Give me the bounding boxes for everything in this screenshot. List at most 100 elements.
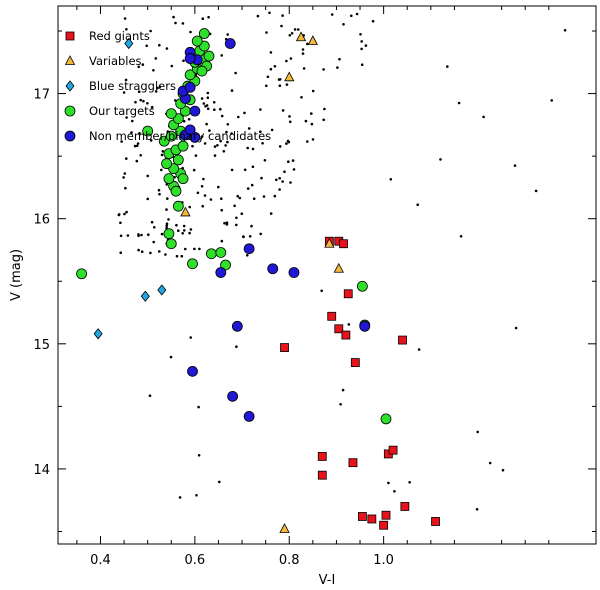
red-giants-point: [379, 520, 389, 530]
field-star: [165, 224, 168, 227]
field-star: [182, 224, 186, 228]
field-star: [322, 118, 326, 122]
field-star: [122, 176, 125, 179]
field-star: [322, 68, 325, 71]
field-star: [243, 168, 247, 172]
field-star: [350, 14, 353, 18]
field-star: [172, 15, 175, 19]
field-star: [148, 394, 152, 398]
field-star: [165, 47, 169, 50]
field-star: [161, 150, 165, 153]
field-star: [251, 165, 255, 169]
legend-label: Our targets: [89, 104, 155, 118]
field-star: [482, 115, 485, 119]
field-star: [187, 118, 191, 121]
field-star: [137, 234, 140, 238]
field-star: [226, 140, 229, 144]
field-star: [165, 222, 169, 225]
field-star: [408, 481, 411, 484]
x-tick-label: 0.4: [90, 553, 111, 568]
field-star: [259, 232, 263, 236]
field-star: [181, 232, 184, 235]
field-star: [202, 177, 205, 181]
field-star: [235, 345, 238, 349]
field-star: [160, 153, 164, 157]
field-star: [149, 251, 152, 255]
our-targets-point: [198, 28, 210, 39]
field-star: [220, 114, 224, 118]
field-star: [141, 63, 145, 66]
field-star: [250, 224, 253, 228]
field-star: [140, 233, 143, 237]
field-star: [360, 47, 363, 51]
non-member-binary-candidates-point: [288, 267, 300, 278]
variables-point: [307, 35, 319, 45]
field-star: [219, 107, 222, 111]
field-star: [359, 33, 362, 36]
x-tick-label: 0.6: [185, 553, 206, 568]
field-star: [224, 144, 227, 147]
series-non-member-binary-candidates: [177, 38, 371, 422]
field-star: [142, 99, 145, 103]
field-star: [167, 218, 170, 221]
field-star: [184, 247, 187, 251]
field-star: [289, 57, 293, 60]
field-star: [137, 248, 140, 252]
field-star: [137, 65, 140, 69]
red-giants-point: [339, 239, 348, 249]
field-star: [286, 139, 290, 143]
field-star: [152, 240, 155, 244]
field-star: [266, 75, 270, 79]
legend-entry: Red giants: [65, 29, 150, 43]
variables-point: [324, 237, 335, 248]
field-star: [514, 326, 518, 330]
field-star: [250, 183, 254, 187]
field-star: [188, 205, 191, 209]
field-star: [198, 247, 201, 251]
field-star: [235, 223, 238, 227]
field-star: [268, 11, 271, 15]
field-star: [124, 186, 127, 190]
our-targets-point: [163, 228, 175, 240]
field-star: [301, 48, 305, 51]
field-star: [178, 496, 182, 499]
field-star: [513, 164, 517, 167]
field-star: [260, 176, 263, 180]
field-star: [341, 388, 345, 392]
field-star: [213, 145, 217, 148]
our-targets-point: [187, 258, 198, 270]
our-targets-point: [165, 130, 177, 142]
field-star: [130, 131, 133, 134]
variables-point: [295, 31, 307, 42]
field-star: [203, 142, 207, 145]
field-star: [120, 140, 123, 143]
field-star: [205, 122, 208, 126]
field-star: [208, 129, 211, 132]
our-targets-point: [191, 35, 203, 47]
field-star: [223, 221, 226, 225]
ticks-layer: 0.4 0.6 0.8 1.0 14 15 16 17: [33, 6, 596, 568]
field-star: [206, 107, 210, 110]
variables-point: [284, 71, 295, 82]
our-targets-point: [161, 158, 172, 170]
blue-stragglers-point: [93, 328, 103, 340]
our-targets-point: [380, 413, 392, 425]
our-targets-point: [76, 268, 87, 280]
field-star: [164, 253, 167, 256]
field-star: [200, 97, 204, 100]
red-giants-point: [431, 517, 440, 526]
non-member-binary-candidates-point: [189, 105, 201, 117]
field-star: [125, 28, 128, 31]
red-giants-point: [367, 514, 377, 524]
field-star: [139, 98, 142, 102]
field-star: [146, 197, 149, 201]
field-star: [158, 192, 161, 196]
our-targets-point: [356, 280, 368, 292]
field-star: [371, 19, 375, 23]
field-star: [278, 145, 282, 148]
field-star: [222, 150, 226, 153]
field-star: [235, 216, 238, 220]
field-star: [283, 170, 286, 173]
field-star: [287, 160, 290, 163]
non-member-binary-candidates-point: [231, 320, 243, 332]
